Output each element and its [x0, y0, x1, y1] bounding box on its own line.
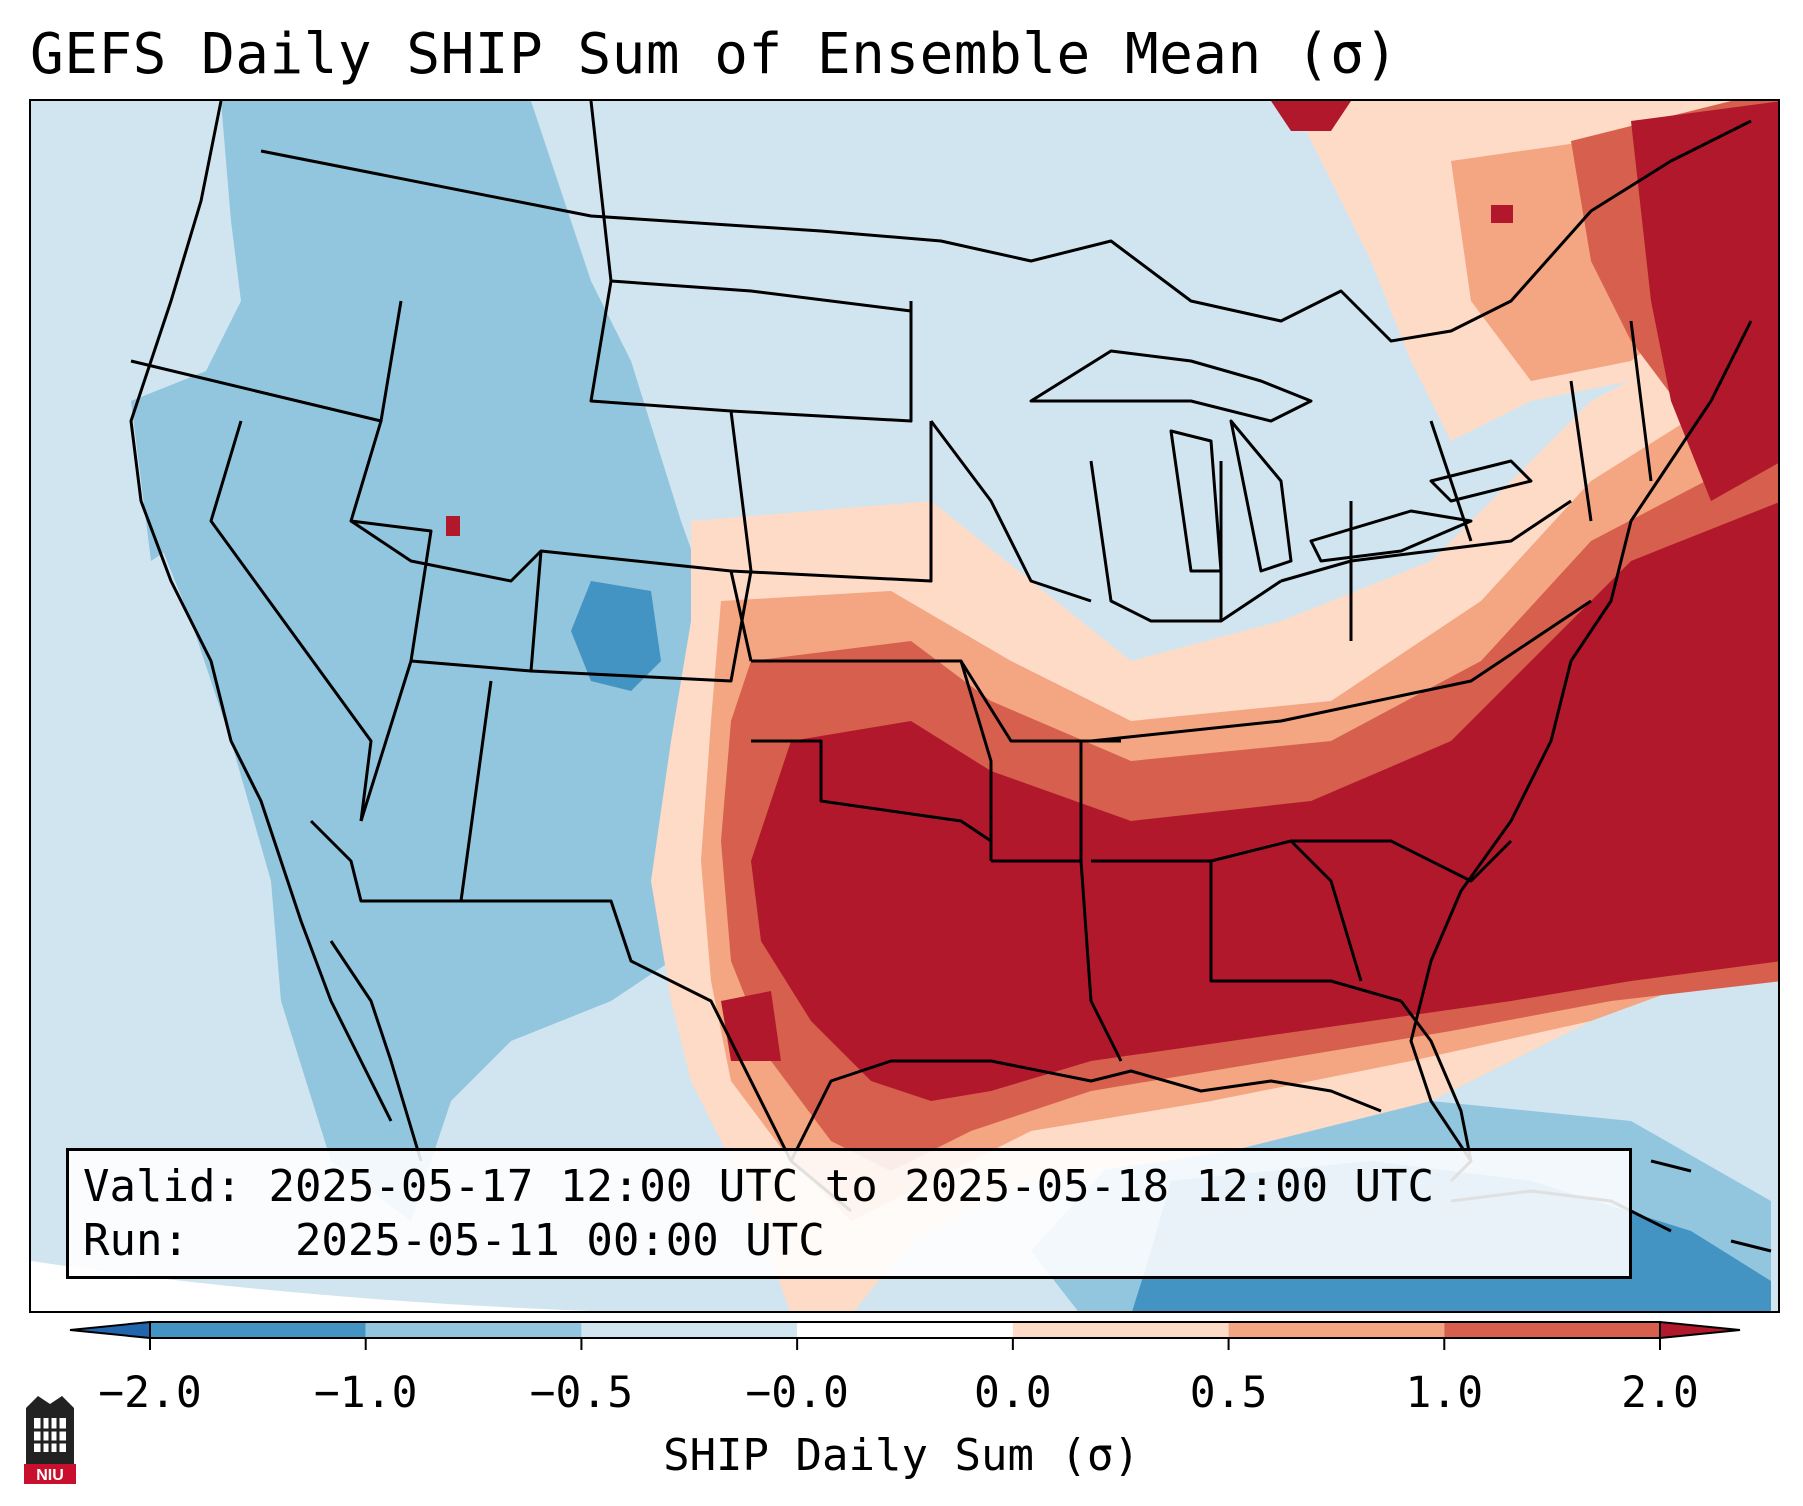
- colorbar-segment: [150, 1322, 366, 1338]
- colorbar-segment: [1444, 1322, 1660, 1338]
- colorbar-segment: [1012, 1322, 1229, 1338]
- niu-logo-icon: NIU: [24, 1396, 76, 1484]
- colorbar-tick-label: 1.0: [1405, 1368, 1484, 1418]
- colorbar-tick-label: −0.0: [745, 1368, 849, 1418]
- colorbar-tick-label: 0.0: [974, 1368, 1052, 1418]
- state-boundaries: [129, 101, 1772, 1253]
- colorbar-tick-label: −1.0: [313, 1368, 418, 1418]
- map-title: GEFS Daily SHIP Sum of Ensemble Mean (σ): [30, 22, 1399, 87]
- map-canvas: [31, 101, 1778, 1311]
- colorbar-outline: [149, 1321, 1661, 1339]
- colorbar-segment: [797, 1322, 1013, 1338]
- colorbar-tick-label: −2.0: [98, 1368, 202, 1418]
- run-value: 2025-05-11 00:00 UTC: [294, 1215, 825, 1266]
- colorbar-tick-label: 0.5: [1189, 1368, 1268, 1418]
- valid-label: Valid:: [83, 1161, 242, 1212]
- colorbar-segment: [581, 1322, 798, 1338]
- projection-edge: [31, 1261, 591, 1311]
- info-box: Valid: 2025-05-17 12:00 UTC to 2025-05-1…: [66, 1148, 1632, 1279]
- colorbar-segment: [365, 1322, 582, 1338]
- colorbar-segment: [1228, 1322, 1445, 1338]
- valid-line: Valid: 2025-05-17 12:00 UTC to 2025-05-1…: [83, 1161, 1434, 1212]
- colorbar-label: SHIP Daily Sum (σ): [663, 1430, 1140, 1481]
- logo-text: NIU: [36, 1467, 64, 1484]
- colorbar-extend-high: [1659, 1320, 1741, 1340]
- run-line: Run: 2025-05-11 00:00 UTC: [83, 1215, 825, 1266]
- colorbar-tick-label: 2.0: [1621, 1368, 1699, 1418]
- run-label: Run:: [83, 1215, 189, 1266]
- field-positive-extreme: [446, 101, 1778, 1101]
- valid-value: 2025-05-17 12:00 UTC to 2025-05-18 12:00…: [268, 1161, 1435, 1212]
- colorbar-tick-label: −0.5: [529, 1368, 634, 1418]
- colorbar-extend-low: [69, 1320, 151, 1340]
- map-panel[interactable]: [29, 99, 1780, 1313]
